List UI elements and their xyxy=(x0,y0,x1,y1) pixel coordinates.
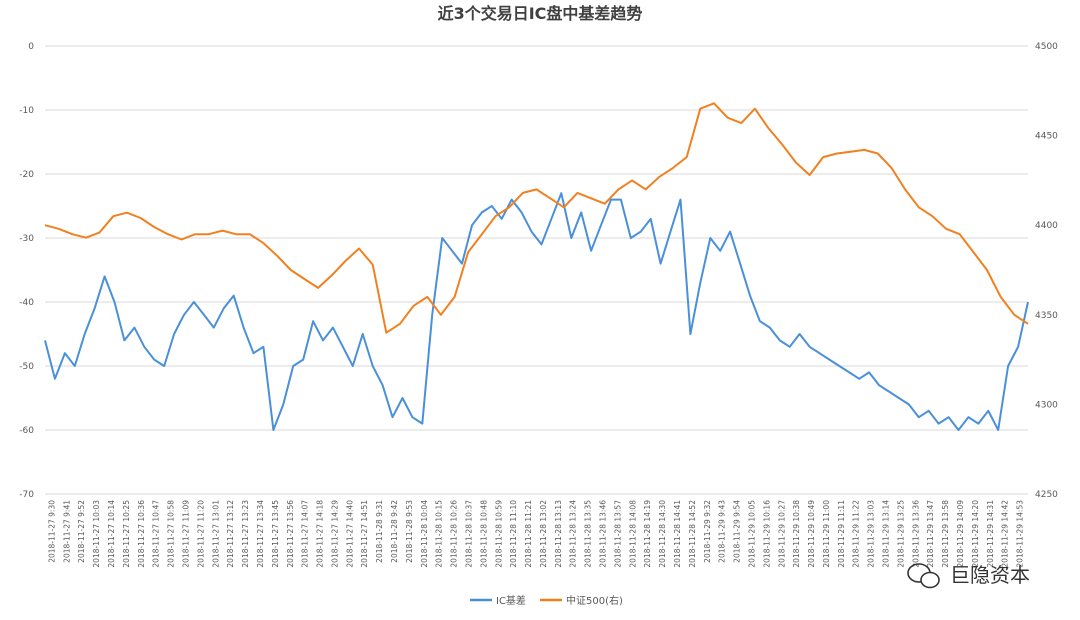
legend-label-ic-basis: IC基差 xyxy=(496,594,526,607)
x-tick-label: 2018-11-27 13:45 xyxy=(271,500,280,568)
x-tick-label: 2018-11-29 10:16 xyxy=(762,500,771,568)
x-tick-label: 2018-11-28 9:53 xyxy=(405,500,414,563)
x-tick-label: 2018-11-29 14:42 xyxy=(1001,500,1010,568)
series-line-csi500 xyxy=(44,102,1029,334)
x-tick-label: 2018-11-28 10:04 xyxy=(420,500,429,568)
x-tick-label: 2018-11-28 14:19 xyxy=(643,500,652,568)
x-tick-label: 2018-11-28 11:10 xyxy=(509,500,518,568)
x-tick-label: 2018-11-27 10:36 xyxy=(137,500,146,568)
x-tick-label: 2018-11-27 9:41 xyxy=(62,500,71,563)
x-tick-label: 2018-11-27 9:52 xyxy=(77,500,86,563)
x-tick-label: 2018-11-29 14:31 xyxy=(986,500,995,568)
x-tick-label: 2018-11-28 11:21 xyxy=(524,500,533,568)
y-axis-left: 0 -10 -20 -30 -40 -50 -60 -70 xyxy=(19,42,34,500)
x-tick-label: 2018-11-28 14:30 xyxy=(658,500,667,568)
chart-title: 近3个交易日IC盘中基差趋势 xyxy=(438,4,643,23)
y-left-tick-label: -20 xyxy=(19,170,34,180)
x-tick-label: 2018-11-27 14:07 xyxy=(301,500,310,568)
x-tick-label: 2018-11-29 11:11 xyxy=(837,500,846,568)
y-right-tick-label: 4400 xyxy=(1035,221,1058,231)
x-tick-label: 2018-11-28 13:46 xyxy=(599,500,608,568)
x-tick-label: 2018-11-29 14:20 xyxy=(971,500,980,568)
x-tick-label: 2018-11-28 9:42 xyxy=(390,500,399,563)
x-tick-label: 2018-11-27 14:51 xyxy=(360,500,369,568)
x-tick-label: 2018-11-27 10:03 xyxy=(92,500,101,568)
x-tick-label: 2018-11-27 10:25 xyxy=(122,500,131,568)
watermark: 巨隐资本 xyxy=(907,563,1030,589)
x-tick-label: 2018-11-28 13:57 xyxy=(613,500,622,568)
x-axis: 2018-11-27 9:30 2018-11-27 9:41 2018-11-27… xyxy=(47,500,1024,568)
x-tick-label: 2018-11-28 10:37 xyxy=(464,500,473,568)
x-tick-label: 2018-11-27 9:30 xyxy=(47,500,56,563)
x-tick-label: 2018-11-29 13:03 xyxy=(867,500,876,568)
series-group xyxy=(44,102,1029,431)
x-tick-label: 2018-11-29 14:09 xyxy=(956,500,965,568)
y-left-tick-label: 0 xyxy=(28,42,34,52)
x-tick-label: 2018-11-29 13:14 xyxy=(882,500,891,568)
x-tick-label: 2018-11-29 13:47 xyxy=(926,500,935,568)
y-right-tick-label: 4450 xyxy=(1035,132,1058,142)
y-left-tick-label: -30 xyxy=(19,234,34,244)
x-tick-label: 2018-11-28 10:59 xyxy=(494,500,503,568)
x-tick-label: 2018-11-27 11:09 xyxy=(181,500,190,568)
x-tick-label: 2018-11-29 13:25 xyxy=(896,500,905,568)
wechat-icon xyxy=(907,563,940,589)
x-tick-label: 2018-11-28 13:24 xyxy=(569,500,578,568)
y-axis-right: 4500 4450 4400 4350 4300 4250 xyxy=(1035,42,1058,500)
x-tick-label: 2018-11-27 13:12 xyxy=(226,500,235,568)
x-tick-label: 2018-11-27 10:47 xyxy=(152,500,161,568)
x-tick-label: 2018-11-29 10:05 xyxy=(747,500,756,568)
watermark-text: 巨隐资本 xyxy=(950,563,1030,587)
x-tick-label: 2018-11-29 11:00 xyxy=(822,500,831,568)
legend: IC基差 中证500(右) xyxy=(470,594,623,607)
x-tick-label: 2018-11-27 13:56 xyxy=(286,500,295,568)
x-tick-label: 2018-11-28 14:08 xyxy=(628,500,637,568)
x-tick-label: 2018-11-29 9:32 xyxy=(703,500,712,563)
y-right-tick-label: 4250 xyxy=(1035,490,1058,500)
y-right-tick-label: 4300 xyxy=(1035,400,1058,410)
x-tick-label: 2018-11-29 13:58 xyxy=(941,500,950,568)
x-tick-label: 2018-11-27 14:40 xyxy=(345,500,354,568)
series-line-ic-basis xyxy=(44,192,1029,431)
x-tick-label: 2018-11-28 9:31 xyxy=(375,500,384,563)
x-tick-label: 2018-11-29 13:36 xyxy=(911,500,920,568)
y-left-tick-label: -50 xyxy=(19,362,34,372)
x-tick-label: 2018-11-29 11:22 xyxy=(852,500,861,568)
x-tick-label: 2018-11-27 10:14 xyxy=(107,500,116,568)
x-tick-label: 2018-11-27 11:20 xyxy=(196,500,205,568)
x-tick-label: 2018-11-28 14:41 xyxy=(673,500,682,568)
x-tick-label: 2018-11-29 10:27 xyxy=(777,500,786,568)
gridlines xyxy=(45,45,1028,495)
x-tick-label: 2018-11-29 14:53 xyxy=(1016,500,1025,568)
x-tick-label: 2018-11-27 13:01 xyxy=(211,500,220,568)
x-tick-label: 2018-11-27 13:23 xyxy=(241,500,250,568)
y-left-tick-label: -40 xyxy=(19,298,34,308)
x-tick-label: 2018-11-29 10:49 xyxy=(807,500,816,568)
x-tick-label: 2018-11-27 10:58 xyxy=(167,500,176,568)
x-tick-label: 2018-11-28 10:26 xyxy=(450,500,459,568)
x-tick-label: 2018-11-27 13:34 xyxy=(256,500,265,568)
y-right-tick-label: 4500 xyxy=(1035,42,1058,52)
legend-label-csi500: 中证500(右) xyxy=(566,594,623,607)
x-tick-label: 2018-11-29 9:43 xyxy=(718,500,727,563)
x-tick-label: 2018-11-28 10:48 xyxy=(479,500,488,568)
x-tick-label: 2018-11-28 13:02 xyxy=(539,500,548,568)
x-tick-label: 2018-11-27 14:29 xyxy=(330,500,339,568)
x-tick-label: 2018-11-28 14:52 xyxy=(688,500,697,568)
x-tick-label: 2018-11-29 9:54 xyxy=(733,500,742,563)
x-tick-label: 2018-11-28 10:15 xyxy=(435,500,444,568)
x-tick-label: 2018-11-28 13:35 xyxy=(584,500,593,568)
y-left-tick-label: -10 xyxy=(19,106,34,116)
x-tick-label: 2018-11-28 13:13 xyxy=(554,500,563,568)
x-tick-label: 2018-11-29 10:38 xyxy=(792,500,801,568)
y-left-tick-label: -70 xyxy=(19,490,34,500)
y-right-tick-label: 4350 xyxy=(1035,311,1058,321)
y-left-tick-label: -60 xyxy=(19,426,34,436)
x-tick-label: 2018-11-27 14:18 xyxy=(316,500,325,568)
